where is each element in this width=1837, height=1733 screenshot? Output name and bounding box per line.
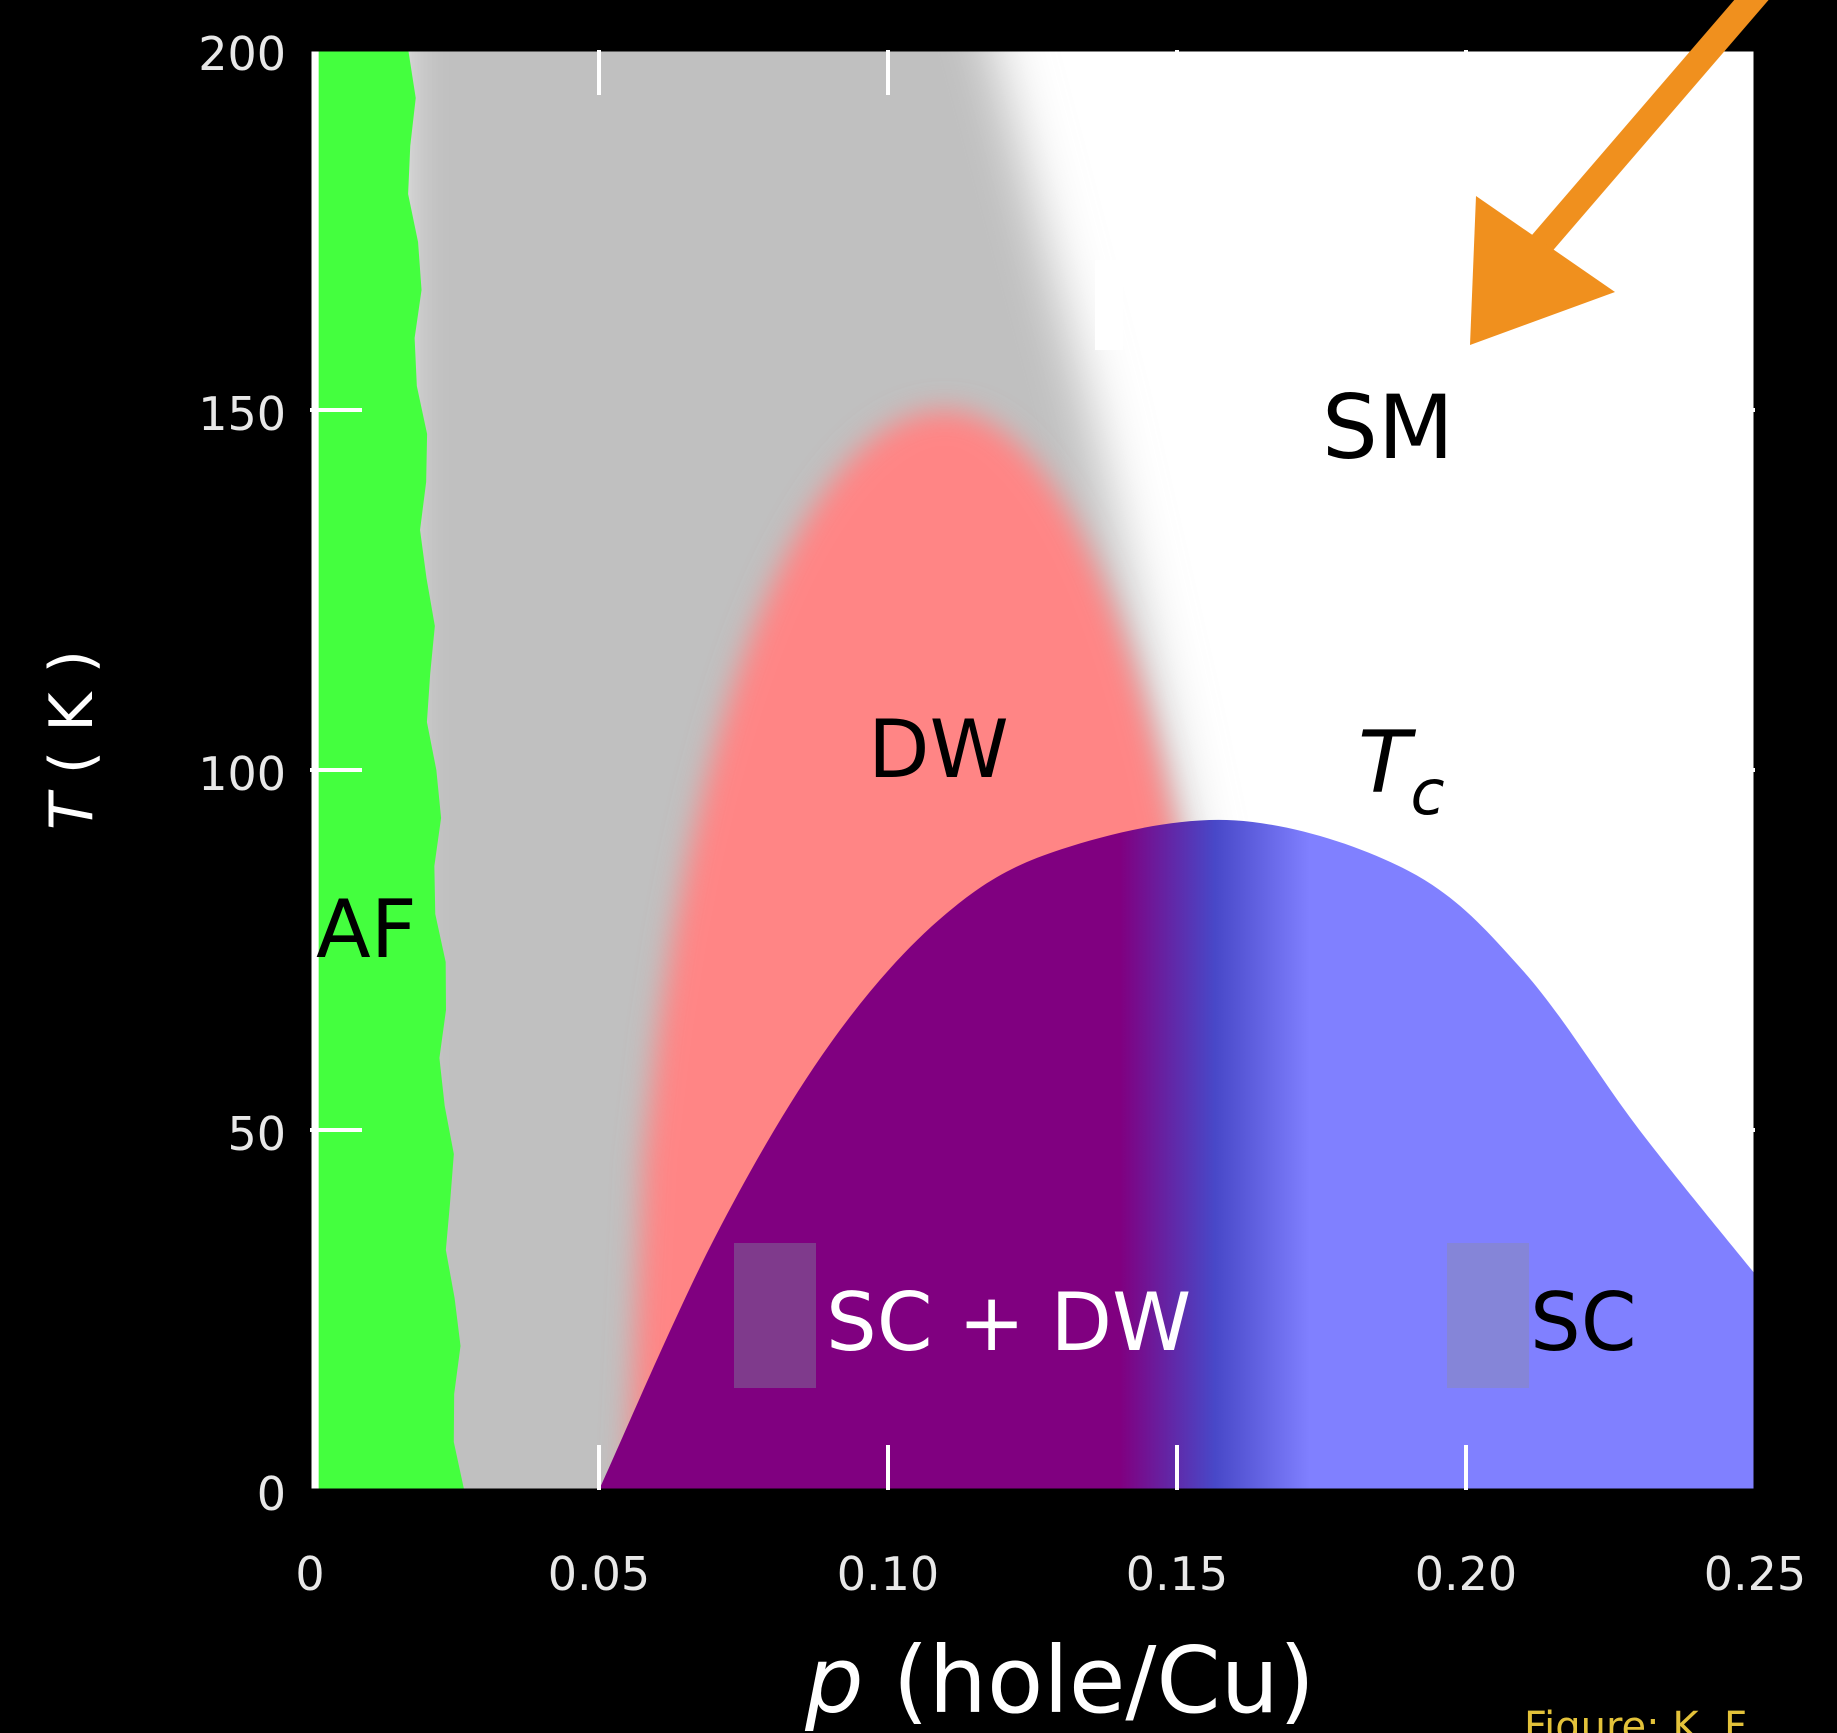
label-dw: DW <box>868 703 1009 796</box>
figure-credit: Figure: K. F <box>1524 1704 1747 1733</box>
x-tick-label: 0.20 <box>1415 1547 1517 1601</box>
y-axis-ticks: 0 50 100 150 200 <box>198 27 1755 1521</box>
y-tick-label: 100 <box>198 747 286 801</box>
label-tc-main: T <box>1358 713 1417 813</box>
x-tick-label: 0.25 <box>1704 1547 1806 1601</box>
x-tick-label: 0.10 <box>837 1547 939 1601</box>
label-sc-dw: SC + DW <box>826 1276 1191 1369</box>
orange-arrowhead <box>1470 196 1615 345</box>
label-sc: SC <box>1530 1276 1637 1369</box>
y-axis-label-italic: T <box>37 789 107 830</box>
y-axis-label: T ( K ) <box>37 650 107 830</box>
x-tick-label: 0.15 <box>1126 1547 1228 1601</box>
marker-square-right <box>1447 1243 1529 1388</box>
x-tick-label: 0.05 <box>548 1547 650 1601</box>
y-tick-label: 50 <box>227 1107 286 1161</box>
y-axis-label-rest: ( K ) <box>37 650 107 793</box>
x-axis-label-rest: (hole/Cu) <box>864 1627 1315 1733</box>
label-sm: SM <box>1322 376 1454 479</box>
orange-arrow <box>1490 0 1769 301</box>
label-af: AF <box>316 883 417 976</box>
x-axis-ticks: 0 0.05 0.10 0.15 0.20 0.25 <box>295 50 1806 1601</box>
white-patch <box>1095 260 1123 350</box>
y-tick-label: 0 <box>257 1467 286 1521</box>
label-tc: Tc <box>1358 713 1445 829</box>
y-tick-label: 200 <box>198 27 286 81</box>
x-axis-label: p (hole/Cu) <box>804 1627 1315 1733</box>
marker-square-left <box>734 1243 816 1388</box>
label-tc-sub: c <box>1411 756 1445 829</box>
x-axis-label-italic: p <box>804 1627 863 1733</box>
x-tick-label: 0 <box>295 1547 324 1601</box>
y-tick-label: 150 <box>198 387 286 441</box>
